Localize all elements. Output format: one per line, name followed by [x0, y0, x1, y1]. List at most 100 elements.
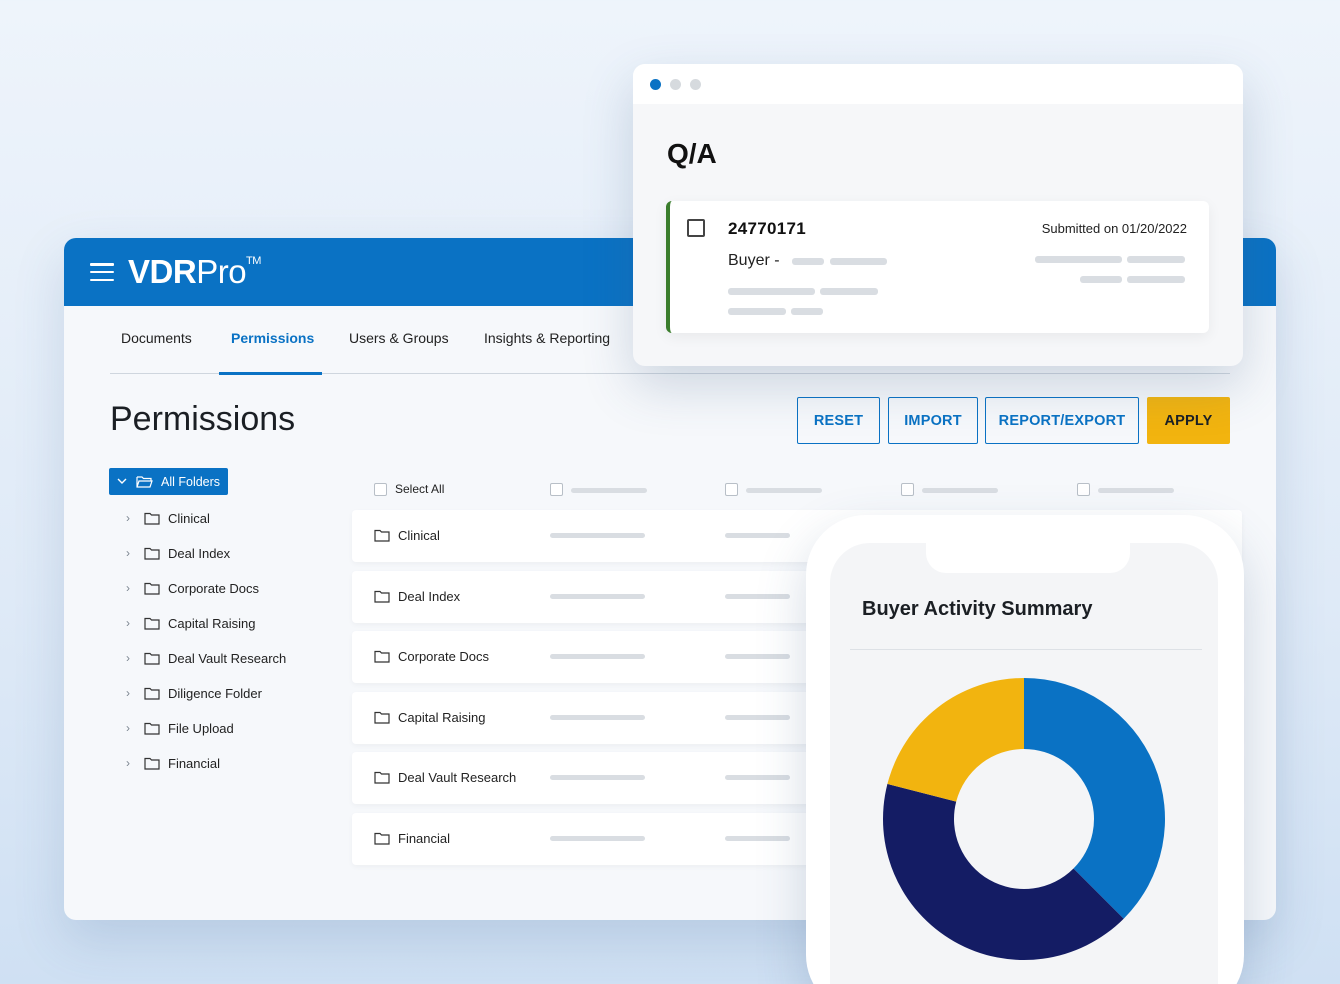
column-checkbox[interactable]	[1077, 483, 1090, 496]
column-checkbox[interactable]	[550, 483, 563, 496]
chevron-right-icon: ›	[126, 721, 130, 735]
tab-insights-reporting[interactable]: Insights & Reporting	[484, 330, 611, 346]
folder-tree-item[interactable]: › Capital Raising	[126, 613, 255, 633]
qa-item-id: 24770171	[728, 219, 807, 238]
text-placeholder	[1080, 276, 1122, 283]
open-folder-icon	[136, 476, 153, 488]
donut-slice	[883, 783, 1124, 960]
column-header-placeholder	[1098, 488, 1174, 493]
chevron-right-icon: ›	[126, 546, 130, 560]
folder-tree-item[interactable]: › Diligence Folder	[126, 683, 262, 703]
folder-icon	[144, 582, 160, 595]
all-folders-button[interactable]: All Folders	[109, 468, 228, 495]
folder-tree-label: File Upload	[168, 720, 234, 736]
row-folder: Deal Index	[374, 589, 460, 604]
permission-placeholder	[725, 593, 790, 599]
permission-placeholder	[725, 654, 790, 659]
folder-icon	[374, 771, 390, 784]
folder-tree-label: Deal Index	[168, 545, 231, 561]
window-dot	[670, 79, 681, 90]
folder-tree-item[interactable]: › Deal Vault Research	[126, 648, 286, 668]
donut-slice	[1024, 678, 1165, 919]
text-placeholder	[791, 308, 823, 315]
row-folder-label: Capital Raising	[398, 709, 486, 725]
folder-icon	[144, 687, 160, 700]
folder-tree-item[interactable]: › Clinical	[126, 508, 210, 528]
column-header-placeholder	[571, 488, 647, 493]
folder-icon	[144, 722, 160, 735]
row-folder-label: Deal Vault Research	[398, 770, 517, 785]
folder-icon	[374, 529, 390, 542]
chevron-right-icon: ›	[126, 511, 130, 525]
row-folder: Clinical	[374, 528, 440, 543]
permission-placeholder	[725, 533, 790, 538]
qa-list-item[interactable]: 24770171 Submitted on 01/20/2022 Buyer -	[666, 201, 1209, 333]
tab-bar: Documents Permissions Users & Groups Ins…	[110, 306, 1230, 375]
page-title: Permissions	[110, 400, 296, 438]
folder-icon	[374, 650, 390, 663]
qa-item-submitted: Submitted on 01/20/2022	[1041, 221, 1187, 236]
permission-placeholder	[550, 775, 645, 780]
folder-icon	[144, 547, 160, 560]
buyer-activity-donut-chart	[883, 678, 1165, 960]
folder-icon	[144, 652, 160, 665]
text-placeholder	[1127, 276, 1185, 283]
permission-placeholder	[550, 654, 645, 659]
chevron-right-icon: ›	[126, 756, 130, 770]
text-placeholder	[820, 288, 878, 295]
folder-tree-label: Financial	[168, 755, 221, 771]
text-placeholder	[728, 288, 815, 295]
permission-placeholder	[550, 714, 645, 720]
qa-title: Q/A	[667, 138, 717, 169]
folder-tree-item[interactable]: › Corporate Docs	[126, 578, 259, 598]
phone-mockup: Buyer Activity Summary	[806, 515, 1244, 984]
folder-tree-item[interactable]: › Deal Index	[126, 543, 230, 563]
permission-placeholder	[725, 835, 790, 841]
text-placeholder	[1127, 256, 1185, 263]
text-placeholder	[792, 258, 824, 265]
row-folder-label: Corporate Docs	[398, 649, 490, 664]
buyer-activity-title: Buyer Activity Summary	[862, 598, 1093, 620]
folder-icon	[144, 617, 160, 630]
tab-documents[interactable]: Documents	[121, 330, 192, 346]
folder-icon	[144, 757, 160, 770]
permission-placeholder	[725, 714, 790, 720]
folder-tree-label: Capital Raising	[168, 615, 256, 631]
logo: VDRProTM	[128, 253, 261, 291]
folder-tree-label: Deal Vault Research	[168, 650, 287, 666]
report-export-button[interactable]: REPORT/EXPORT	[985, 397, 1139, 444]
phone-screen: Buyer Activity Summary	[830, 543, 1218, 984]
apply-button[interactable]: APPLY	[1147, 397, 1230, 444]
row-folder: Capital Raising	[374, 710, 485, 725]
column-checkbox[interactable]	[901, 483, 914, 496]
chevron-down-icon	[117, 478, 127, 484]
logo-rest: Pro	[196, 253, 247, 290]
permission-placeholder	[725, 775, 790, 780]
qa-window: Q/A 24770171 Submitted on 01/20/2022 Buy…	[633, 64, 1243, 366]
logo-trademark: TM	[246, 255, 261, 267]
row-folder-label: Deal Index	[398, 588, 461, 604]
folder-tree-item[interactable]: › Financial	[126, 753, 220, 773]
tab-active-indicator	[219, 372, 322, 375]
column-checkbox[interactable]	[725, 483, 738, 496]
import-button[interactable]: IMPORT	[888, 397, 978, 444]
qa-item-checkbox[interactable]	[687, 219, 705, 237]
text-placeholder	[1035, 256, 1122, 263]
qa-item-buyer-label: Buyer -	[728, 252, 780, 269]
reset-button[interactable]: RESET	[797, 397, 880, 444]
select-all-checkbox[interactable]	[374, 483, 387, 496]
chevron-right-icon: ›	[126, 581, 130, 595]
tab-permissions[interactable]: Permissions	[231, 330, 315, 346]
phone-notch	[926, 543, 1130, 573]
tab-users-groups[interactable]: Users & Groups	[349, 330, 449, 346]
menu-icon[interactable]	[90, 263, 114, 281]
folder-icon	[374, 832, 390, 845]
column-header-placeholder	[922, 488, 998, 493]
logo-main: VDR	[128, 253, 197, 290]
folder-tree-item[interactable]: › File Upload	[126, 718, 234, 738]
chevron-right-icon: ›	[126, 686, 130, 700]
text-placeholder	[728, 308, 786, 315]
column-header-placeholder	[746, 488, 822, 493]
folder-icon	[374, 711, 390, 724]
window-dot-active	[650, 79, 661, 90]
